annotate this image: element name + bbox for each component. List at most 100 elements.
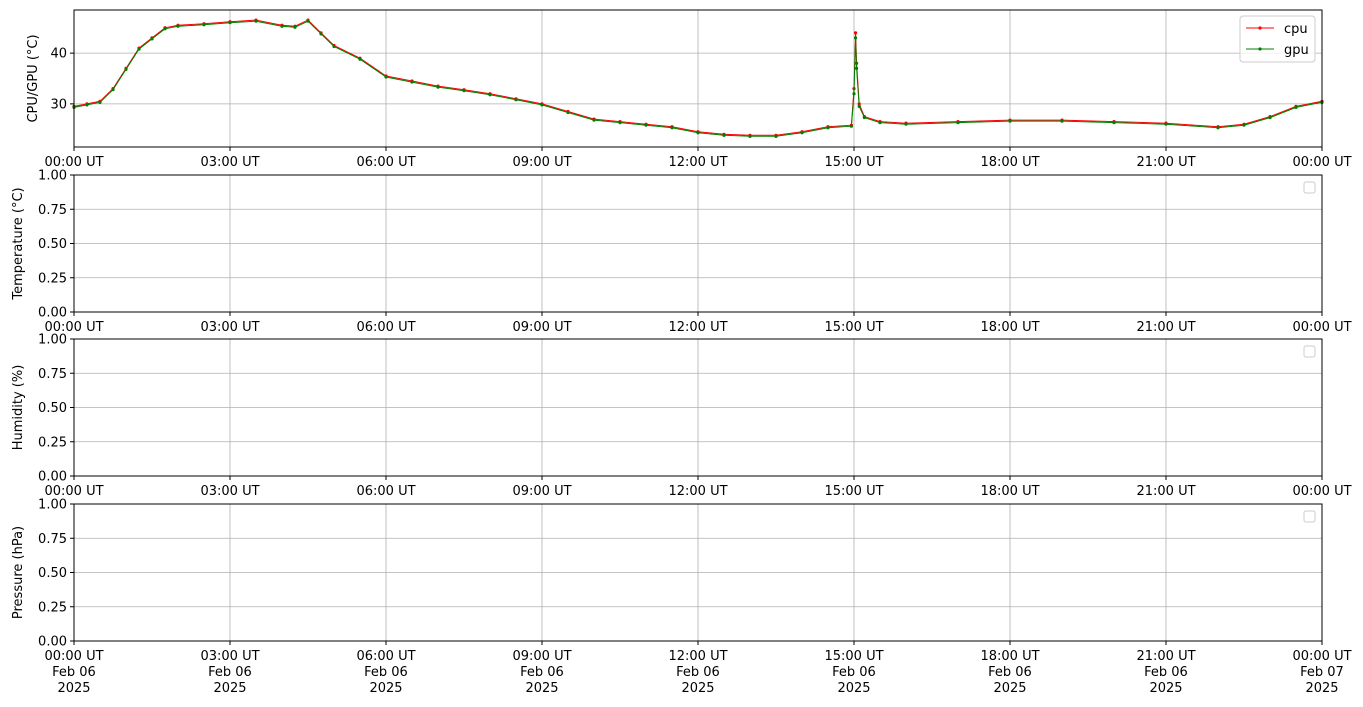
y-tick-label: 0.75 [38,203,67,218]
y-tick-label: 0.50 [38,566,67,581]
data-point-gpu [111,88,115,92]
y-tick-label: 0.75 [38,367,67,382]
x-tick-year-label: 2025 [681,681,714,696]
x-tick-label: 06:00 UT [356,484,415,499]
x-tick-year-label: 2025 [993,681,1026,696]
data-point-gpu [202,23,206,27]
y-tick-label: 0.50 [38,401,67,416]
x-tick-label: 03:00 UT [200,484,259,499]
data-point-gpu [228,21,232,25]
data-point-gpu [1268,115,1272,120]
data-point-gpu [904,122,908,126]
y-tick-label: 1.00 [38,333,67,348]
data-point-gpu [696,131,700,135]
y-tick-label: 0.25 [38,600,67,615]
x-tick-date-label: Feb 06 [676,665,720,680]
x-tick-label: 21:00 UT [1136,320,1195,335]
x-tick-year-label: 2025 [1305,681,1338,696]
x-tick-label: 18:00 UT [980,155,1039,170]
x-tick-label: 12:00 UT [668,649,727,664]
data-point-gpu [852,92,856,96]
y-tick-label: 1.00 [38,498,67,513]
x-tick-year-label: 2025 [1149,681,1182,696]
data-point-gpu [748,134,752,138]
x-tick-date-label: Feb 06 [364,665,408,680]
data-point-gpu [855,66,859,70]
x-tick-year-label: 2025 [213,681,246,696]
x-tick-label: 09:00 UT [512,155,571,170]
x-tick-label: 12:00 UT [668,484,727,499]
legend-marker-gpu [1258,47,1262,51]
data-point-gpu [826,126,830,130]
chart-panel-2: 0.00 0.25 0.50 0.75 1.00 00:00 UT 03:00 UT 06:0… [11,169,1352,336]
series-line-gpu [73,20,1323,137]
data-point-gpu [849,124,854,128]
x-tick-label: 09:00 UT [512,484,571,499]
legend-label-cpu: cpu [1284,22,1308,37]
data-point-gpu [1008,119,1012,123]
data-point-gpu [254,19,258,23]
data-point-gpu [462,89,466,93]
data-point-gpu [319,32,323,36]
y-tick-label: 0.25 [38,271,67,286]
y-tick-label: 0.00 [38,635,67,650]
y-tick-label: 0.25 [38,435,67,450]
x-tick-label: 15:00 UT [824,320,883,335]
empty-legend [1303,181,1316,194]
data-point-gpu [1060,119,1064,123]
empty-legend [1303,510,1316,523]
x-tick-date-label: Feb 06 [1144,665,1188,680]
y-axis-label: Humidity (%) [11,365,26,451]
y-axis-label: CPU/GPU (°C) [26,34,41,122]
data-point-gpu [358,57,362,61]
data-point-gpu [956,121,960,125]
x-tick-label: 03:00 UT [200,155,259,170]
x-tick-label: 15:00 UT [824,155,883,170]
x-tick-year-label: 2025 [525,681,558,696]
data-point-gpu [722,133,726,137]
x-tick-label: 18:00 UT [980,649,1039,664]
y-axis-label: Temperature (°C) [11,187,26,300]
x-tick-label: 12:00 UT [668,320,727,335]
data-point-gpu [514,98,518,102]
data-point-gpu [1216,126,1220,130]
data-point-gpu [436,85,440,89]
x-tick-year-label: 2025 [837,681,870,696]
x-tick-label: 00:00 UT [44,649,103,664]
data-point-gpu [566,110,570,115]
x-tick-label: 15:00 UT [824,649,883,664]
x-tick-label: 00:00 UT [44,484,103,499]
x-tick-label: 15:00 UT [824,484,883,499]
x-tick-year-label: 2025 [369,681,402,696]
x-tick-label: 06:00 UT [356,320,415,335]
legend: cpu gpu [1239,15,1316,63]
x-tick-label: 00:00 UT [44,155,103,170]
x-tick-date-label: Feb 06 [208,665,252,680]
data-point-gpu [644,123,648,127]
x-tick-label: 09:00 UT [512,649,571,664]
x-tick-label: 00:00 UT [1292,320,1351,335]
y-tick-label: 0.75 [38,532,67,547]
data-point-gpu [878,121,882,125]
x-tick-date-label: Feb 06 [832,665,876,680]
y-axis-label: Pressure (hPa) [11,526,26,619]
y-tick-label: 0.00 [38,306,67,321]
data-point-gpu [800,131,804,135]
x-tick-label: 06:00 UT [356,155,415,170]
y-tick-label: 0.00 [38,470,67,485]
data-point-gpu [1112,121,1116,125]
x-tick-date-label: Feb 07 [1300,665,1344,680]
data-point-gpu [306,19,310,23]
data-point-gpu [1242,123,1246,127]
chart-panel-1: 30 40 00:00 UT 03:00 UT 06:00 UT 09:00 UT 12:0… [26,9,1352,170]
data-point-gpu [774,134,778,138]
data-point-gpu [670,126,674,130]
y-tick-label: 40 [50,47,67,62]
x-tick-date-label: Feb 06 [52,665,96,680]
y-tick-label: 0.50 [38,237,67,252]
legend-label-gpu: gpu [1284,43,1309,58]
x-tick-label: 21:00 UT [1136,155,1195,170]
x-tick-date-label: Feb 06 [988,665,1032,680]
data-point-gpu [293,25,297,29]
x-tick-label: 06:00 UT [356,649,415,664]
